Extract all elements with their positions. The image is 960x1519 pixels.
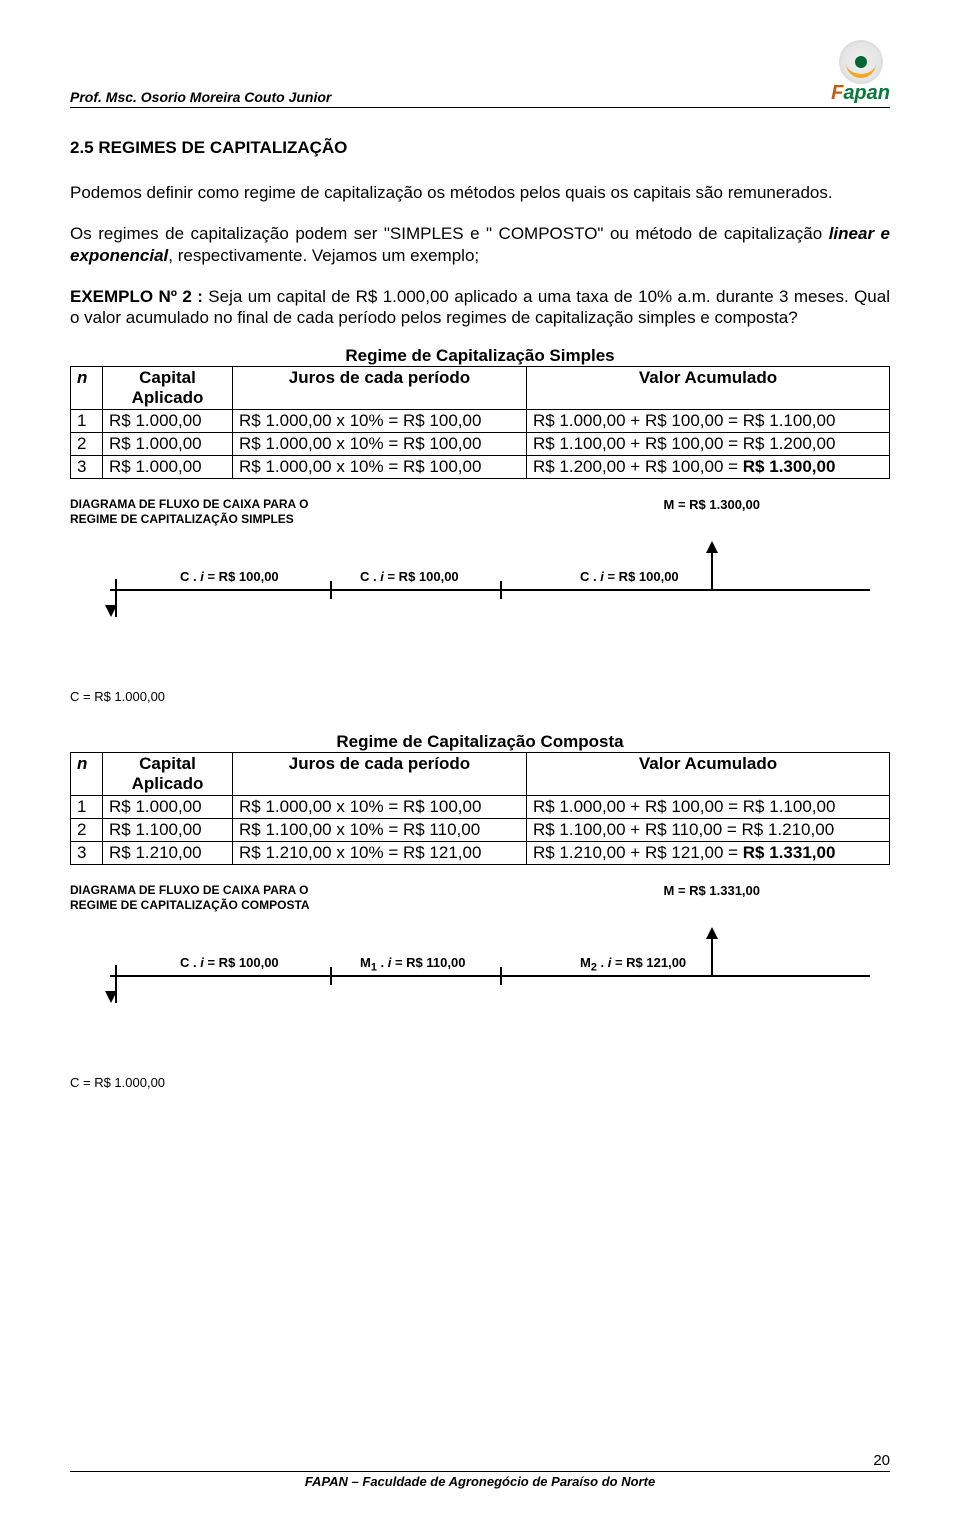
page-footer: FAPAN – Faculdade de Agronegócio de Para… [70,1471,890,1489]
arrow-up-icon [706,927,718,939]
diagram-label: C . i = R$ 100,00 [180,569,279,584]
logo-icon [839,40,883,84]
diagram2-m: M = R$ 1.331,00 [664,883,760,899]
diagram-label: C . i = R$ 100,00 [360,569,459,584]
page-number: 20 [873,1452,890,1469]
table-row: n Capital Aplicado Juros de cada período… [71,367,890,410]
timeline [110,589,870,591]
table-simples-title: Regime de Capitalização Simples [70,346,890,366]
arrow-down-icon [105,991,117,1003]
table-row: 2 R$ 1.100,00 R$ 1.100,00 x 10% = R$ 110… [71,819,890,842]
paragraph-2: Os regimes de capitalização podem ser "S… [70,223,890,266]
table-row: n Capital Aplicado Juros de cada período… [71,753,890,796]
table-simples: n Capital Aplicado Juros de cada período… [70,366,890,479]
page-header: Prof. Msc. Osorio Moreira Couto Junior F… [70,40,890,108]
arrow-up-icon [706,541,718,553]
diagram-simples: C . i = R$ 100,00 C . i = R$ 100,00 C . … [70,533,890,653]
diagram1-c: C = R$ 1.000,00 [70,689,890,704]
exemplo: EXEMPLO Nº 2 : Seja um capital de R$ 1.0… [70,286,890,329]
table-row: 1 R$ 1.000,00 R$ 1.000,00 x 10% = R$ 100… [71,796,890,819]
tick [500,967,502,985]
tick [330,581,332,599]
diagram-label: C . i = R$ 100,00 [580,569,679,584]
section-title: 2.5 REGIMES DE CAPITALIZAÇÃO [70,138,890,158]
diagram1-caption: DIAGRAMA DE FLUXO DE CAIXA PARA OREGIME … [70,497,308,527]
footer-text: FAPAN – Faculdade de Agronegócio de Para… [305,1474,655,1489]
diagram1-m: M = R$ 1.300,00 [664,497,760,513]
diagram-composta: C . i = R$ 100,00 M1 . i = R$ 110,00 M2 … [70,919,890,1039]
paragraph-1: Podemos definir como regime de capitaliz… [70,182,890,203]
diagram2-c: C = R$ 1.000,00 [70,1075,890,1090]
table-row: 2 R$ 1.000,00 R$ 1.000,00 x 10% = R$ 100… [71,433,890,456]
arrow-down-icon [105,605,117,617]
author-name: Prof. Msc. Osorio Moreira Couto Junior [70,89,331,105]
diagram-label: M2 . i = R$ 121,00 [580,955,686,974]
tick [330,967,332,985]
table-row: 3 R$ 1.000,00 R$ 1.000,00 x 10% = R$ 100… [71,456,890,479]
diagram2-caption: DIAGRAMA DE FLUXO DE CAIXA PARA OREGIME … [70,883,310,913]
logo-text: Fapan [831,82,890,105]
table-row: 1 R$ 1.000,00 R$ 1.000,00 x 10% = R$ 100… [71,410,890,433]
table-row: 3 R$ 1.210,00 R$ 1.210,00 x 10% = R$ 121… [71,842,890,865]
table-composta-title: Regime de Capitalização Composta [70,732,890,752]
timeline [110,975,870,977]
table-composta: n Capital Aplicado Juros de cada período… [70,752,890,865]
diagram-label: M1 . i = R$ 110,00 [360,955,465,974]
tick [500,581,502,599]
logo: Fapan [831,40,890,105]
diagram-label: C . i = R$ 100,00 [180,955,279,970]
